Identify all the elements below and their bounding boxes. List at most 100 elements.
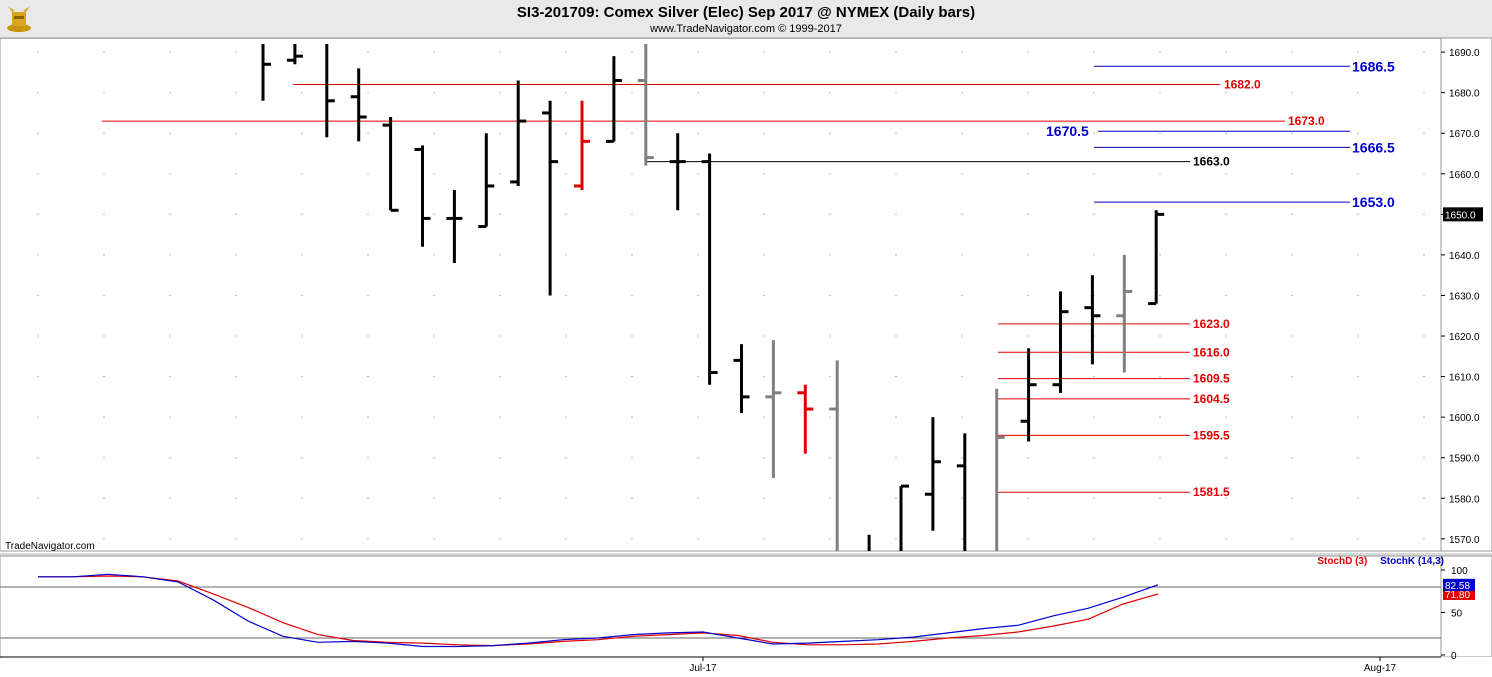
grid-dot <box>631 497 633 499</box>
grid-dot <box>565 132 567 134</box>
grid-dot <box>763 375 765 378</box>
price-y-tick-label: 1590.0 <box>1449 454 1480 465</box>
grid-dot <box>829 416 831 418</box>
ohlc-bar <box>829 360 839 551</box>
level-label-1581.5: 1581.5 <box>1193 485 1230 499</box>
grid-dot <box>895 335 897 337</box>
ohlc-bar <box>325 44 335 138</box>
grid-dot <box>763 294 765 297</box>
grid-dot <box>1093 538 1095 540</box>
grid-dot <box>433 457 435 459</box>
grid-dot <box>367 416 369 418</box>
grid-dot <box>763 51 765 53</box>
grid-dot <box>1291 538 1293 540</box>
grid-dot <box>697 457 699 459</box>
level-label-1616.0: 1616.0 <box>1193 345 1230 359</box>
grid-dot <box>499 213 501 215</box>
grid-dot <box>631 132 633 134</box>
ohlc-bar <box>899 484 909 551</box>
last-price-box <box>1443 207 1483 222</box>
ohlc-bar <box>382 117 399 212</box>
grid-dot <box>235 497 237 499</box>
panel-divider <box>0 553 1492 556</box>
grid-dot <box>367 457 369 459</box>
grid-dot <box>1159 538 1161 540</box>
ohlc-bar <box>510 80 527 186</box>
grid-dot <box>961 497 963 499</box>
grid-dot <box>103 457 105 459</box>
grid-dot <box>103 51 105 53</box>
grid-dot <box>961 335 963 337</box>
grid-dot <box>235 254 237 256</box>
golden-bull-logo-icon[interactable] <box>4 2 34 34</box>
grid-dot <box>169 51 171 53</box>
grid-dot <box>235 335 237 337</box>
grid-dot <box>169 497 171 499</box>
grid-dot <box>499 416 501 418</box>
last-price-label: 1650.0 <box>1445 210 1476 221</box>
ohlc-bar <box>542 100 559 296</box>
ohlc-bar <box>1084 275 1101 365</box>
grid-dot <box>1357 538 1359 540</box>
grid-dot <box>103 132 105 134</box>
grid-dot <box>565 457 567 459</box>
grid-dot <box>301 416 303 418</box>
grid-dot <box>1291 132 1293 134</box>
grid-dot <box>1027 294 1029 297</box>
grid-dot <box>1291 51 1293 53</box>
grid-dot <box>37 457 39 459</box>
grid-dot <box>1357 173 1359 175</box>
grid-dot <box>1291 173 1293 175</box>
grid-dot <box>1225 132 1227 134</box>
stoch-y-tick-label: 50 <box>1451 609 1463 620</box>
grid-dot <box>763 497 765 499</box>
grid-dot <box>961 92 963 94</box>
grid-dot <box>1093 213 1095 215</box>
price-y-tick-label: 1620.0 <box>1449 332 1480 343</box>
grid-dot <box>697 335 699 337</box>
grid-dot <box>1027 92 1029 94</box>
price-y-tick-label: 1660.0 <box>1449 170 1480 181</box>
grid-dot <box>895 92 897 94</box>
grid-dot <box>1423 254 1425 256</box>
grid-dot <box>1357 497 1359 499</box>
grid-dot <box>1159 497 1161 499</box>
grid-dot <box>499 538 501 540</box>
grid-dot <box>499 497 501 499</box>
grid-dot <box>169 213 171 215</box>
grid-dot <box>1357 457 1359 459</box>
grid-dot <box>1093 497 1095 499</box>
grid-dot <box>169 538 171 540</box>
grid-dot <box>1291 92 1293 94</box>
grid-dot <box>1159 254 1161 256</box>
stoch-series-line-0 <box>38 575 1159 647</box>
grid-dot <box>103 92 105 94</box>
grid-dot <box>565 538 567 540</box>
grid-dot <box>1357 335 1359 337</box>
grid-dot <box>763 173 765 175</box>
chart-subtitle: www.TradeNavigator.com © 1999-2017 <box>650 23 842 35</box>
grid-dot <box>169 375 171 378</box>
grid-dot <box>433 335 435 337</box>
ohlc-bar <box>797 384 814 454</box>
grid-dot <box>895 294 897 297</box>
ohlc-bar <box>701 153 718 385</box>
stoch-y-axis <box>1440 555 1492 658</box>
stoch-series-line-1 <box>38 573 1159 648</box>
level-label-1663.0: 1663.0 <box>1193 155 1230 169</box>
grid-dot <box>433 173 435 175</box>
grid-dot <box>103 213 105 215</box>
grid-dot <box>895 213 897 215</box>
grid-dot <box>499 173 501 175</box>
grid-dot <box>631 173 633 175</box>
grid-dot <box>1093 375 1095 378</box>
grid-dot <box>697 294 699 297</box>
grid-dot <box>169 254 171 256</box>
grid-dot <box>895 416 897 418</box>
grid-dot <box>961 538 963 540</box>
stoch-plot-area <box>0 555 1442 658</box>
grid-dot <box>103 294 105 297</box>
grid-dot <box>37 294 39 297</box>
grid-dot <box>1423 375 1425 378</box>
